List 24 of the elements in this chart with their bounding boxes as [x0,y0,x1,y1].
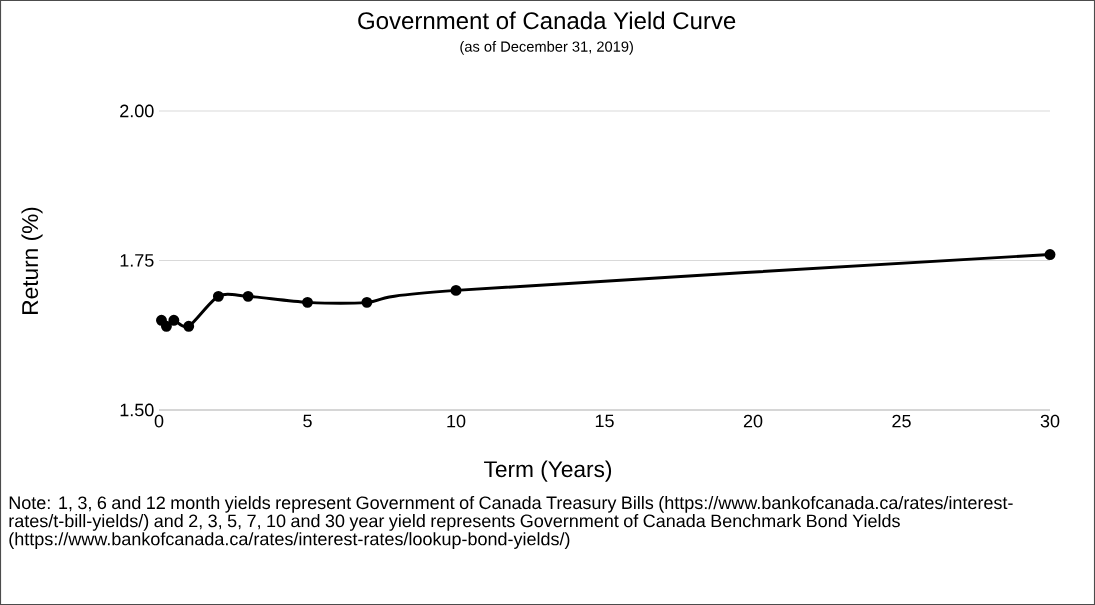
x-tick-label: 5 [303,414,312,428]
y-tick-label: 1.75 [120,254,154,267]
y-axis-title: Return (%) [21,207,43,314]
x-tick-label: 30 [1040,414,1060,428]
point [160,320,172,332]
text: Note: 1, 3, 6 and 12 month yields represent Government of Canada Treasury Bills (https://www.bankofcanada.ca/rates/interest-rates/t-bill-yields/) and 2, 3, 5, 7, 10 and 30 year yield represents Government of Canada Benchmark Bond Yields (https://www.bankofcanada.ca/rates/interest-rates/lookup-bond-yields/) [9,495,1013,549]
y-tick-label: 2.00 [120,104,154,118]
point [242,290,254,302]
x-tick-label: 20 [743,414,763,428]
x-tick-label: 0 [154,414,164,428]
x-tick-label: 15 [595,414,614,428]
point [361,296,373,308]
point [302,296,313,308]
point [1044,249,1056,260]
x-tick-label: 10 [447,414,466,428]
point [450,284,462,296]
point [212,290,224,302]
point [168,314,180,326]
y-tick-label: 1.50 [120,403,154,417]
x-axis-title: Term (Years) [484,460,612,482]
x-tick-label: 25 [892,414,911,428]
chart-title: Government of Canada Yield Curve [358,11,736,30]
chart-subtitle: (as of December 31, 2019) [460,41,633,55]
point [183,320,195,332]
